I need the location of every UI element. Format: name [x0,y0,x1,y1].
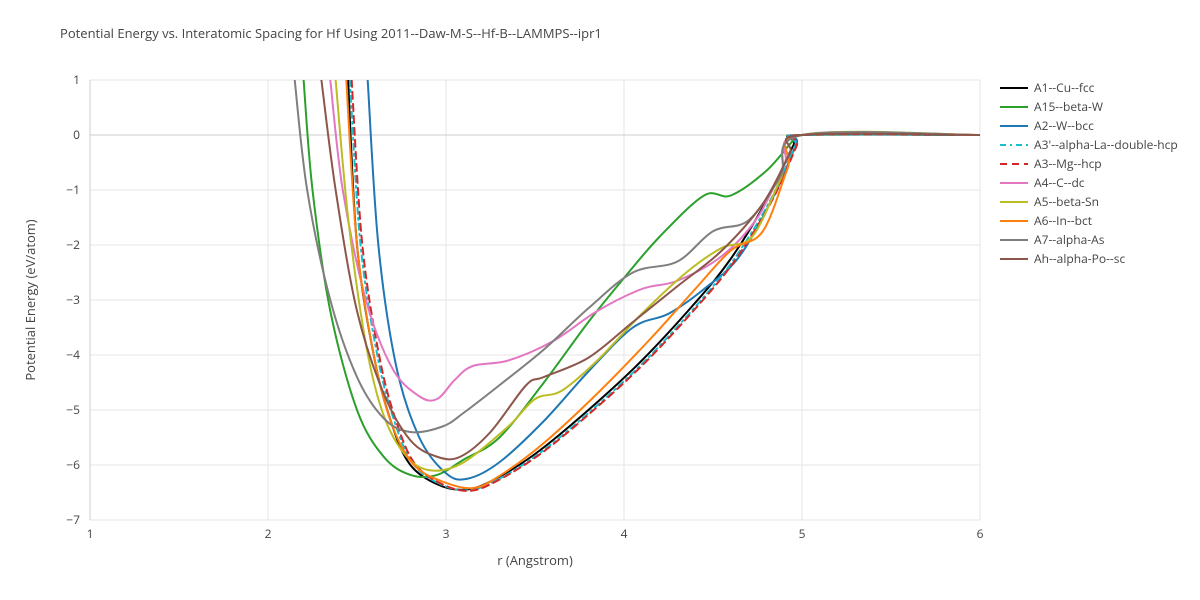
legend-item[interactable]: Ah--alpha-Po--sc [1000,250,1125,267]
x-tick-label: 1 [87,525,94,542]
legend-item[interactable]: A4--C--dc [1000,174,1085,191]
legend-item[interactable]: A1--Cu--fcc [1000,79,1095,96]
legend-item[interactable]: A7--alpha-As [1000,231,1105,248]
series-line[interactable] [304,80,980,477]
y-tick-label: −4 [66,346,80,363]
x-tick-label: 4 [621,525,628,542]
legend-label: A15--beta-W [1034,98,1103,115]
y-tick-label: −2 [66,236,80,253]
x-tick-label: 2 [265,525,272,542]
x-tick-label: 5 [799,525,806,542]
series-group [295,80,980,491]
legend-item[interactable]: A6--In--bct [1000,212,1092,229]
legend-label: A4--C--dc [1034,174,1085,191]
legend-label: Ah--alpha-Po--sc [1034,250,1125,267]
y-tick-label: −3 [66,291,80,308]
series-line[interactable] [368,80,980,480]
y-tick-label: −7 [66,511,80,528]
y-tick-label: 1 [73,71,80,88]
legend-label: A3--Mg--hcp [1034,155,1102,172]
series-line[interactable] [321,80,980,459]
legend-label: A1--Cu--fcc [1034,79,1095,96]
chart-title: Potential Energy vs. Interatomic Spacing… [60,24,602,42]
y-axis-label: Potential Energy (eV/atom) [21,219,39,380]
y-tick-label: −1 [66,181,80,198]
legend-item[interactable]: A3--Mg--hcp [1000,155,1102,172]
legend-label: A5--beta-Sn [1034,193,1099,210]
series-line[interactable] [336,80,980,471]
x-tick-label: 3 [443,525,450,542]
y-tick-label: 0 [73,126,80,143]
legend-label: A7--alpha-As [1034,231,1105,248]
x-axis-label: r (Angstrom) [497,551,573,569]
y-tick-label: −6 [66,456,80,473]
legend-label: A3'--alpha-La--double-hcp [1034,136,1178,153]
legend-item[interactable]: A5--beta-Sn [1000,193,1099,210]
legend-label: A2--W--bcc [1034,117,1094,134]
legend-item[interactable]: A15--beta-W [1000,98,1103,115]
legend-item[interactable]: A3'--alpha-La--double-hcp [1000,136,1178,153]
energy-plot: 1 2 3 4 5 6 −7 −6 −5 −4 −3 −2 −1 0 1 r (Angstrom) Potent… [0,0,1200,600]
y-tick-label: −5 [66,401,80,418]
legend-item[interactable]: A2--W--bcc [1000,117,1094,134]
x-tick-label: 6 [977,525,984,542]
legend-label: A6--In--bct [1034,212,1092,229]
